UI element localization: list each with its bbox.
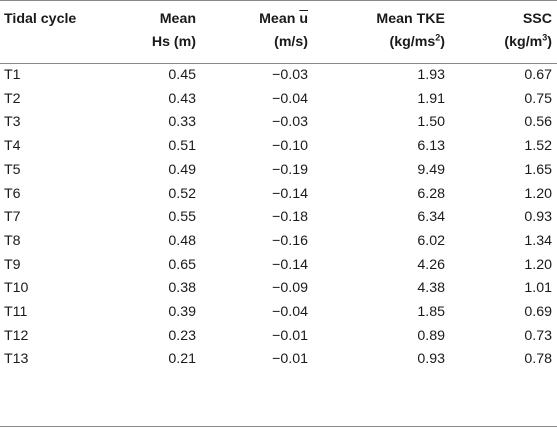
cell-ssc: 1.20: [524, 185, 552, 202]
cell-tidal-cycle: T3: [4, 114, 21, 131]
header-tidal-cycle: Tidal cycle: [4, 11, 77, 27]
cell-mean-u: −0.01: [272, 351, 308, 368]
cell-mean-tke: 6.34: [417, 209, 445, 226]
cell-mean-u: −0.01: [272, 327, 308, 344]
cell-tidal-cycle: T10: [4, 280, 29, 297]
table-row: T12 0.23 −0.01 0.89 0.73: [0, 325, 557, 349]
table-row: T4 0.51 −0.10 6.13 1.52: [0, 135, 557, 159]
cell-tidal-cycle: T12: [4, 327, 29, 344]
cell-mean-u: −0.03: [272, 114, 308, 131]
data-table: Tidal cycle Mean Hs (m) Mean u (m/s) Mea…: [0, 0, 557, 373]
cell-ssc: 0.56: [524, 114, 552, 131]
cell-mean-tke: 6.13: [417, 138, 445, 155]
cell-ssc: 1.34: [524, 232, 552, 249]
cell-mean-tke: 6.02: [417, 232, 445, 249]
cell-mean-tke: 1.50: [417, 114, 445, 131]
table-row: T8 0.48 −0.16 6.02 1.34: [0, 230, 557, 254]
header-ssc: SSC (kg/m3): [504, 11, 552, 50]
cell-mean-hs: 0.45: [168, 67, 196, 83]
cell-mean-hs: 0.51: [168, 138, 196, 155]
cell-mean-u: −0.18: [272, 209, 308, 226]
cell-tidal-cycle: T11: [4, 304, 28, 321]
table-row: T13 0.21 −0.01 0.93 0.78: [0, 348, 557, 372]
cell-mean-tke: 6.28: [417, 185, 445, 202]
cell-mean-hs: 0.65: [168, 256, 196, 273]
cell-ssc: 1.20: [524, 256, 552, 273]
cell-mean-tke: 1.85: [417, 304, 445, 321]
table-row: T2 0.43 −0.04 1.91 0.75: [0, 88, 557, 112]
cell-tidal-cycle: T5: [4, 161, 21, 178]
cell-ssc: 0.69: [524, 304, 552, 321]
cell-mean-tke: 1.93: [417, 67, 445, 83]
cell-ssc: 1.01: [524, 280, 552, 297]
cell-tidal-cycle: T6: [4, 185, 21, 202]
header-mean-u: Mean u (m/s): [259, 11, 308, 50]
header-row: Tidal cycle Mean Hs (m) Mean u (m/s) Mea…: [0, 0, 557, 64]
cell-mean-hs: 0.48: [168, 232, 196, 249]
cell-mean-u: −0.10: [272, 138, 308, 155]
cell-tidal-cycle: T13: [4, 351, 29, 368]
cell-mean-u: −0.14: [272, 256, 308, 273]
cell-ssc: 0.78: [524, 351, 552, 368]
cell-mean-hs: 0.43: [168, 90, 196, 107]
cell-mean-tke: 0.93: [417, 351, 445, 368]
table-row: T5 0.49 −0.19 9.49 1.65: [0, 159, 557, 183]
cell-mean-u: −0.19: [272, 161, 308, 178]
cell-mean-hs: 0.39: [168, 304, 196, 321]
table-row: T7 0.55 −0.18 6.34 0.93: [0, 206, 557, 230]
table-row: T3 0.33 −0.03 1.50 0.56: [0, 111, 557, 135]
table-row: T1 0.45 −0.03 1.93 0.67: [0, 64, 557, 88]
cell-ssc: 0.73: [524, 327, 552, 344]
cell-mean-tke: 4.38: [417, 280, 445, 297]
cell-tidal-cycle: T4: [4, 138, 21, 155]
cell-ssc: 1.65: [524, 161, 552, 178]
table-header: Tidal cycle Mean Hs (m) Mean u (m/s) Mea…: [0, 0, 557, 64]
cell-tidal-cycle: T2: [4, 90, 21, 107]
cell-tidal-cycle: T9: [4, 256, 21, 273]
cell-mean-hs: 0.23: [168, 327, 196, 344]
cell-mean-u: −0.04: [272, 90, 308, 107]
cell-ssc: 0.67: [524, 67, 552, 83]
cell-mean-tke: 1.91: [417, 90, 445, 107]
cell-tidal-cycle: T8: [4, 232, 21, 249]
cell-ssc: 0.93: [524, 209, 552, 226]
cell-mean-tke: 4.26: [417, 256, 445, 273]
cell-mean-u: −0.16: [272, 232, 308, 249]
header-mean-tke: Mean TKE (kg/ms2): [376, 11, 445, 50]
cell-tidal-cycle: T1: [4, 67, 21, 83]
cell-mean-hs: 0.55: [168, 209, 196, 226]
cell-mean-u: −0.09: [272, 280, 308, 297]
cell-mean-u: −0.04: [272, 304, 308, 321]
table-body: T1 0.45 −0.03 1.93 0.67 T2 0.43 −0.04 1.91 0.75 T3…: [0, 64, 557, 373]
cell-mean-hs: 0.52: [168, 185, 196, 202]
cell-mean-hs: 0.38: [168, 280, 196, 297]
table-row: T11 0.39 −0.04 1.85 0.69: [0, 301, 557, 325]
table-row: T10 0.38 −0.09 4.38 1.01: [0, 277, 557, 301]
table-row: T6 0.52 −0.14 6.28 1.20: [0, 183, 557, 207]
cell-mean-u: −0.03: [272, 67, 308, 83]
cell-mean-hs: 0.49: [168, 161, 196, 178]
cell-ssc: 1.52: [524, 138, 552, 155]
bottom-rule: [0, 426, 557, 427]
table-row: T9 0.65 −0.14 4.26 1.20: [0, 254, 557, 278]
cell-tidal-cycle: T7: [4, 209, 21, 226]
cell-mean-tke: 9.49: [417, 161, 445, 178]
cell-mean-hs: 0.33: [168, 114, 196, 131]
header-mean-hs: Mean Hs (m): [151, 11, 196, 50]
cell-mean-u: −0.14: [272, 185, 308, 202]
cell-ssc: 0.75: [524, 90, 552, 107]
cell-mean-hs: 0.21: [168, 351, 196, 368]
cell-mean-tke: 0.89: [417, 327, 445, 344]
